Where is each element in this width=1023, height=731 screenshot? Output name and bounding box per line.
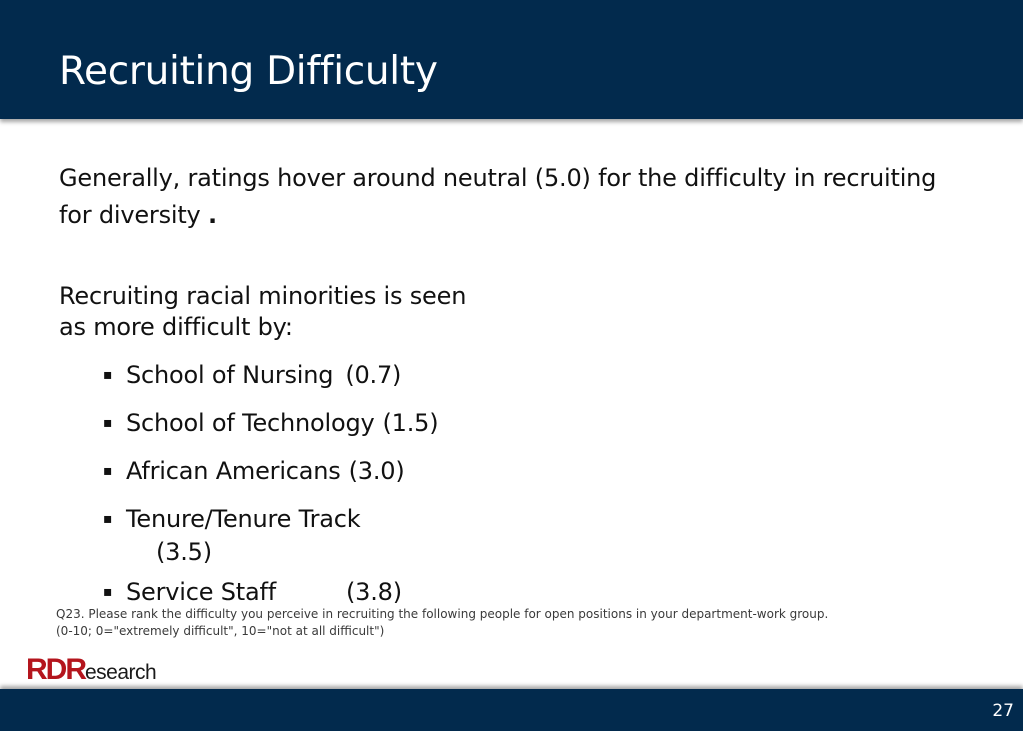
bullet-label: Tenure/Tenure Track xyxy=(126,505,361,533)
intro-paragraph: Generally, ratings hover around neutral … xyxy=(59,160,959,234)
bullet-value: (1.5) xyxy=(382,409,439,437)
bullet-square-icon: ▪ xyxy=(103,463,113,479)
bullet-value: (3.8) xyxy=(345,578,402,606)
lead-line-1: Recruiting racial minorities is seen xyxy=(59,282,467,310)
bullet-label: African Americans xyxy=(126,457,341,485)
bullet-square-icon: ▪ xyxy=(103,367,113,383)
slide-title: Recruiting Difficulty xyxy=(59,49,438,94)
footnote-line-1: Q23. Please rank the difficulty you perc… xyxy=(56,607,829,621)
footer-bar: 27 xyxy=(0,689,1023,731)
intro-text: Generally, ratings hover around neutral … xyxy=(59,164,937,229)
bullet-item: ▪ School of Nursing (0.7) xyxy=(103,358,438,393)
bullet-list: ▪ School of Nursing (0.7) ▪ School of Tec… xyxy=(103,358,439,623)
bullet-item: ▪ Tenure/Tenure Track (3.5) xyxy=(103,502,438,567)
bullet-label: Service Staff xyxy=(126,578,276,606)
intro-period: . xyxy=(208,201,217,229)
page-number: 27 xyxy=(992,701,1014,721)
bullet-value: (0.7) xyxy=(345,361,402,389)
bullet-item: ▪ African Americans (3.0) xyxy=(103,454,438,489)
bullet-item: ▪ School of Technology (1.5) xyxy=(103,406,439,441)
footnote-line-2: (0-10; 0="extremely difficult", 10="not … xyxy=(56,624,385,638)
bullet-value: (3.5) xyxy=(156,538,212,566)
bullet-label: School of Nursing xyxy=(126,361,334,389)
lead-paragraph: Recruiting racial minorities is seen as m… xyxy=(59,281,479,343)
bullet-square-icon: ▪ xyxy=(103,584,113,600)
bullet-value: (3.0) xyxy=(348,457,405,485)
bullet-label: School of Technology xyxy=(126,409,375,437)
bullet-square-icon: ▪ xyxy=(103,415,113,431)
title-bar: Recruiting Difficulty xyxy=(0,0,1023,119)
bullet-square-icon: ▪ xyxy=(103,511,113,527)
footnote: Q23. Please rank the difficulty you perc… xyxy=(56,606,956,640)
bullet-item: ▪ Service Staff (3.8) xyxy=(103,575,438,610)
rdresearch-logo: RDResearch xyxy=(26,653,157,686)
lead-line-2: as more difficult by: xyxy=(59,313,293,341)
